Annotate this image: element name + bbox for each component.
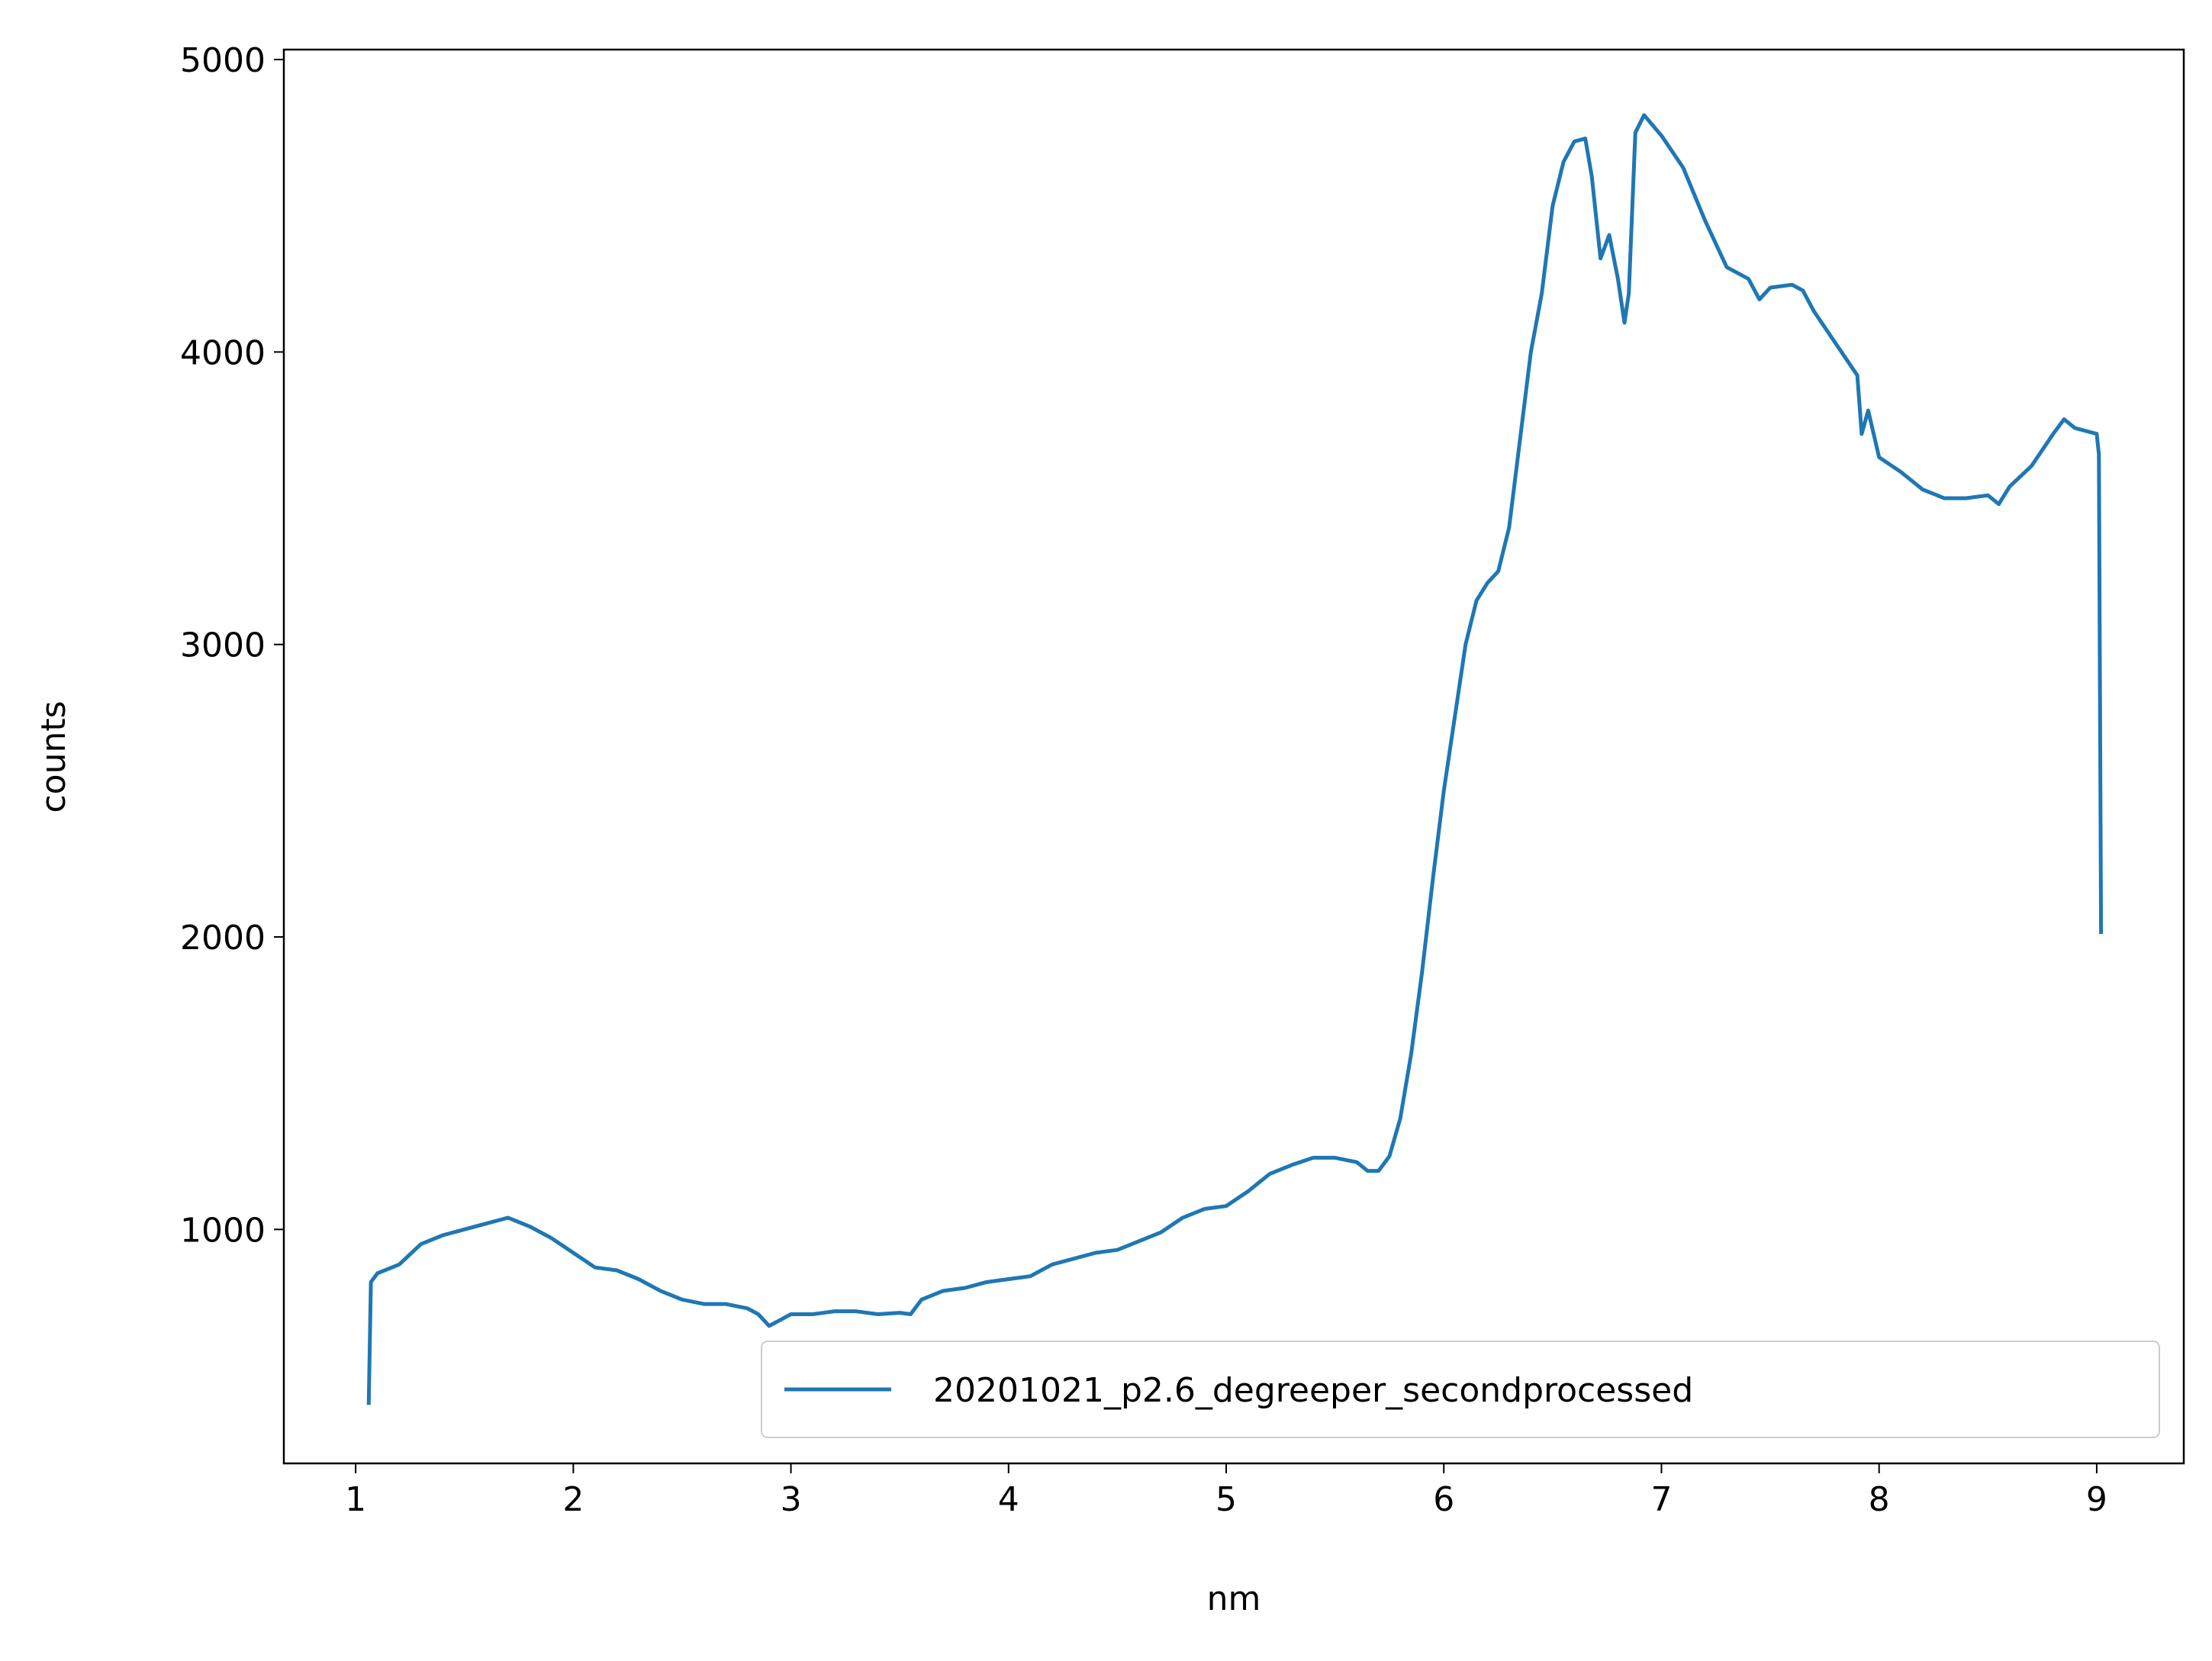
x-tick-label: 2 [562,1480,584,1519]
legend-box [761,1341,2160,1438]
x-tick-label: 3 [781,1480,802,1519]
x-tick-label: 6 [1433,1480,1454,1519]
y-tick-label: 2000 [180,919,266,958]
y-tick-label: 5000 [180,41,266,80]
x-tick-label: 8 [1869,1480,1890,1519]
plot-frame [282,48,2185,1465]
x-tick-label: 5 [1215,1480,1237,1519]
legend-label: 20201021_p2.6_degreeper_secondprocessed [933,1371,1693,1410]
y-axis-label: counts [34,700,73,813]
x-tick-label: 9 [2086,1480,2107,1519]
x-tick-label: 1 [345,1480,366,1519]
y-tick-label: 4000 [180,333,266,372]
x-axis-label: nm [1207,1579,1261,1618]
data-line [366,113,2104,1405]
x-tick-label: 7 [1650,1480,1672,1519]
legend: 20201021_p2.6_degreeper_secondprocessed [761,1341,2160,1438]
x-tick-label: 4 [998,1480,1019,1519]
y-tick-label: 3000 [180,626,266,665]
y-tick-label: 1000 [180,1211,266,1250]
